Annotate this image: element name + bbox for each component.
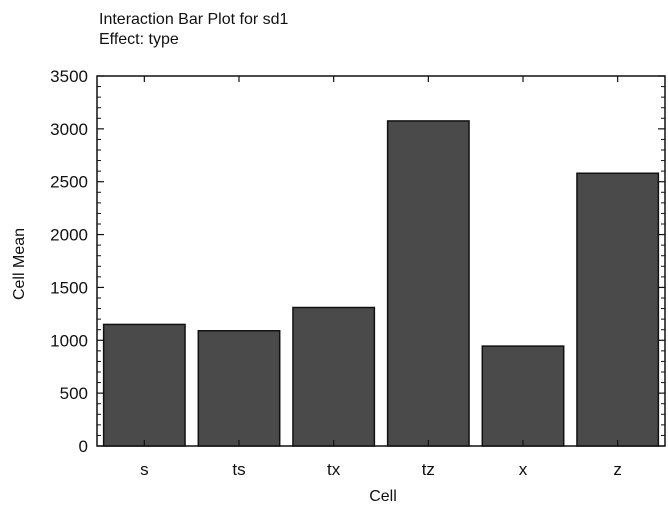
bar-ts — [197, 330, 281, 447]
y-axis: 0 500 1000 1500 2000 2500 3000 3500 — [50, 67, 665, 456]
x-tick-label: ts — [232, 460, 245, 479]
bar-tz — [386, 120, 470, 447]
bars-group — [102, 120, 660, 447]
x-tick-label: tz — [422, 460, 435, 479]
chart-title: Interaction Bar Plot for sd1 — [99, 11, 289, 28]
x-axis: s ts tx tz x z — [140, 76, 622, 479]
y-axis-label: Cell Mean — [11, 228, 28, 300]
x-tick-label: tx — [327, 460, 341, 479]
bar-tx — [292, 306, 376, 447]
bar-z — [576, 172, 660, 447]
y-tick-label: 3500 — [50, 67, 88, 86]
y-tick-label: 1000 — [50, 331, 88, 350]
y-tick-label: 2000 — [50, 226, 88, 245]
y-tick-label: 1500 — [50, 278, 88, 297]
y-tick-label: 3000 — [50, 120, 88, 139]
chart-title-block: Interaction Bar Plot for sd1 Effect: typ… — [99, 10, 288, 50]
x-axis-label: Cell — [369, 488, 397, 505]
bar-s — [102, 323, 186, 447]
y-tick-label: 0 — [79, 437, 88, 456]
plot-frame — [96, 75, 666, 447]
x-tick-label: x — [519, 460, 528, 479]
x-tick-label: z — [613, 460, 622, 479]
bar-x — [481, 345, 565, 447]
y-tick-label: 2500 — [50, 173, 88, 192]
plot-border — [96, 75, 666, 447]
x-tick-label: s — [140, 460, 149, 479]
y-tick-label: 500 — [60, 384, 88, 403]
chart-subtitle: Effect: type — [99, 31, 179, 48]
